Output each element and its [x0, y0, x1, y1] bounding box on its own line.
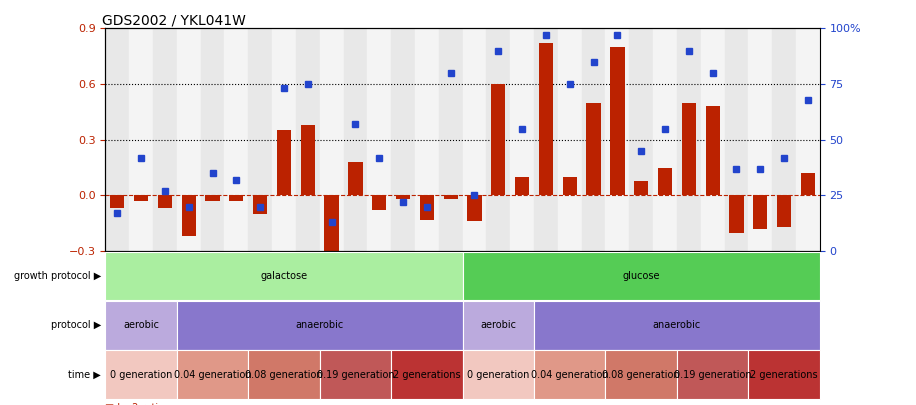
Bar [181, 196, 196, 236]
Text: 0 generation: 0 generation [467, 370, 529, 380]
Text: GDS2002 / YKL041W: GDS2002 / YKL041W [102, 13, 245, 27]
Bar [344, 28, 367, 251]
Bar [653, 28, 677, 251]
Text: 0.08 generation: 0.08 generation [603, 370, 680, 380]
Bar [272, 28, 296, 251]
Text: 0.04 generation: 0.04 generation [174, 370, 251, 380]
Bar [177, 28, 201, 251]
Text: ■ log2 ratio: ■ log2 ratio [105, 403, 164, 405]
Bar [396, 196, 410, 199]
Text: glucose: glucose [623, 271, 660, 281]
Text: 2 generations: 2 generations [393, 370, 461, 380]
Bar [439, 28, 463, 251]
Bar [205, 196, 220, 201]
Text: 0.19 generation: 0.19 generation [674, 370, 751, 380]
Text: growth protocol ▶: growth protocol ▶ [14, 271, 101, 281]
Bar [320, 28, 344, 251]
Bar [201, 28, 224, 251]
Bar [605, 28, 629, 251]
Bar [367, 28, 391, 251]
Bar [224, 28, 248, 251]
Bar [129, 28, 153, 251]
Bar [153, 28, 177, 251]
Bar [748, 28, 772, 251]
Bar [801, 173, 815, 196]
Bar [443, 196, 458, 199]
Bar [701, 28, 725, 251]
Bar [486, 28, 510, 251]
Bar [510, 28, 534, 251]
Bar [134, 196, 148, 201]
Text: anaerobic: anaerobic [653, 320, 701, 330]
Text: time ▶: time ▶ [68, 370, 101, 380]
Text: aerobic: aerobic [480, 320, 517, 330]
Bar [682, 102, 696, 196]
Bar [558, 28, 582, 251]
Bar [610, 47, 625, 196]
Text: protocol ▶: protocol ▶ [50, 320, 101, 330]
Bar [348, 162, 363, 196]
Bar [248, 28, 272, 251]
Bar [534, 28, 558, 251]
Text: 0 generation: 0 generation [110, 370, 172, 380]
Bar [725, 28, 748, 251]
Bar [158, 196, 172, 209]
Bar [772, 28, 796, 251]
Bar [110, 196, 125, 209]
Bar [105, 28, 129, 251]
Bar [415, 28, 439, 251]
Bar [420, 196, 434, 220]
Bar [467, 196, 482, 222]
Bar [629, 28, 653, 251]
Bar [796, 28, 820, 251]
Bar [253, 196, 267, 214]
Bar [372, 196, 387, 210]
Bar [491, 84, 506, 196]
Bar [634, 181, 649, 196]
Bar [300, 125, 315, 196]
Text: galactose: galactose [260, 271, 308, 281]
Text: 2 generations: 2 generations [750, 370, 818, 380]
Text: 0.19 generation: 0.19 generation [317, 370, 394, 380]
Bar [515, 177, 529, 196]
Bar [729, 196, 744, 232]
Bar [229, 196, 244, 201]
Bar [753, 196, 768, 229]
Bar [562, 177, 577, 196]
Bar [677, 28, 701, 251]
Text: aerobic: aerobic [123, 320, 159, 330]
Text: anaerobic: anaerobic [296, 320, 344, 330]
Bar [277, 130, 291, 196]
Bar [658, 168, 672, 196]
Bar [324, 196, 339, 262]
Bar [296, 28, 320, 251]
Bar [777, 196, 791, 227]
Bar [582, 28, 605, 251]
Text: 0.04 generation: 0.04 generation [531, 370, 608, 380]
Bar [463, 28, 486, 251]
Bar [391, 28, 415, 251]
Bar [705, 107, 720, 196]
Bar [586, 102, 601, 196]
Text: 0.08 generation: 0.08 generation [245, 370, 322, 380]
Bar [539, 43, 553, 196]
